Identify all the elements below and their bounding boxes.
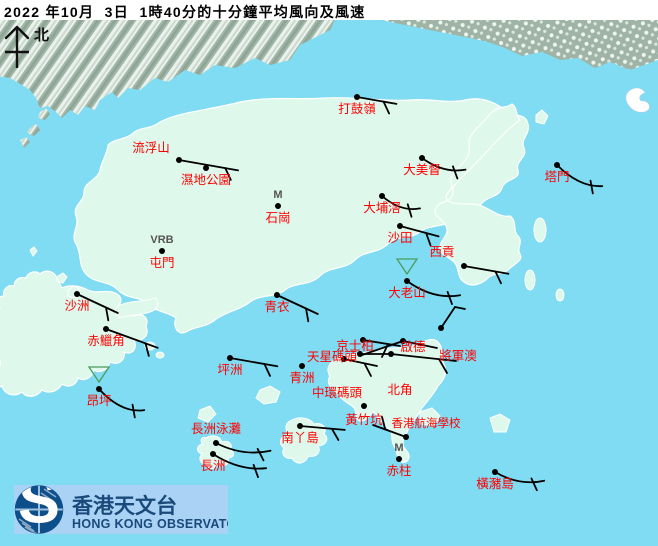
svg-text:流浮山: 流浮山 <box>132 141 170 155</box>
svg-text:北角: 北角 <box>387 383 412 397</box>
svg-text:VRB: VRB <box>150 234 173 246</box>
svg-text:香港航海學校: 香港航海學校 <box>392 416 461 430</box>
svg-text:HONG KONG OBSERVATORY: HONG KONG OBSERVATORY <box>72 517 228 531</box>
svg-text:南丫島: 南丫島 <box>281 430 319 445</box>
svg-text:啟德: 啟德 <box>400 339 426 354</box>
svg-text:青洲: 青洲 <box>289 371 314 385</box>
svg-text:屯門: 屯門 <box>149 256 174 270</box>
svg-text:橫瀦島: 橫瀦島 <box>476 476 514 491</box>
svg-text:塔門: 塔門 <box>544 170 569 184</box>
svg-text:青衣: 青衣 <box>264 299 290 314</box>
svg-text:昂坪: 昂坪 <box>86 394 111 408</box>
svg-text:長洲泳灘: 長洲泳灘 <box>191 422 242 436</box>
svg-text:大美督: 大美督 <box>403 162 441 177</box>
svg-text:黃竹坑: 黃竹坑 <box>345 412 383 427</box>
svg-text:中環碼頭: 中環碼頭 <box>312 385 363 400</box>
svg-text:M: M <box>273 189 282 201</box>
svg-text:濕地公園: 濕地公園 <box>181 173 231 187</box>
svg-text:M: M <box>394 442 403 454</box>
svg-text:赤鱲角: 赤鱲角 <box>87 334 125 348</box>
svg-text:坪洲: 坪洲 <box>217 363 242 377</box>
svg-text:沙田: 沙田 <box>387 231 412 245</box>
svg-text:長洲: 長洲 <box>200 459 225 473</box>
svg-text:天星碼頭: 天星碼頭 <box>307 350 358 364</box>
svg-text:S: S <box>18 485 60 534</box>
svg-text:北: 北 <box>34 27 49 44</box>
svg-text:大埔滘: 大埔滘 <box>363 201 401 215</box>
svg-text:赤柱: 赤柱 <box>386 463 411 478</box>
svg-text:香港天文台: 香港天文台 <box>72 494 177 518</box>
svg-text:石崗: 石崗 <box>265 211 290 225</box>
svg-text:西貢: 西貢 <box>429 245 454 259</box>
svg-text:大老山: 大老山 <box>388 286 426 300</box>
svg-text:打鼓嶺: 打鼓嶺 <box>338 102 376 116</box>
svg-text:沙洲: 沙洲 <box>64 299 89 313</box>
svg-text:將軍澳: 將軍澳 <box>439 348 477 363</box>
